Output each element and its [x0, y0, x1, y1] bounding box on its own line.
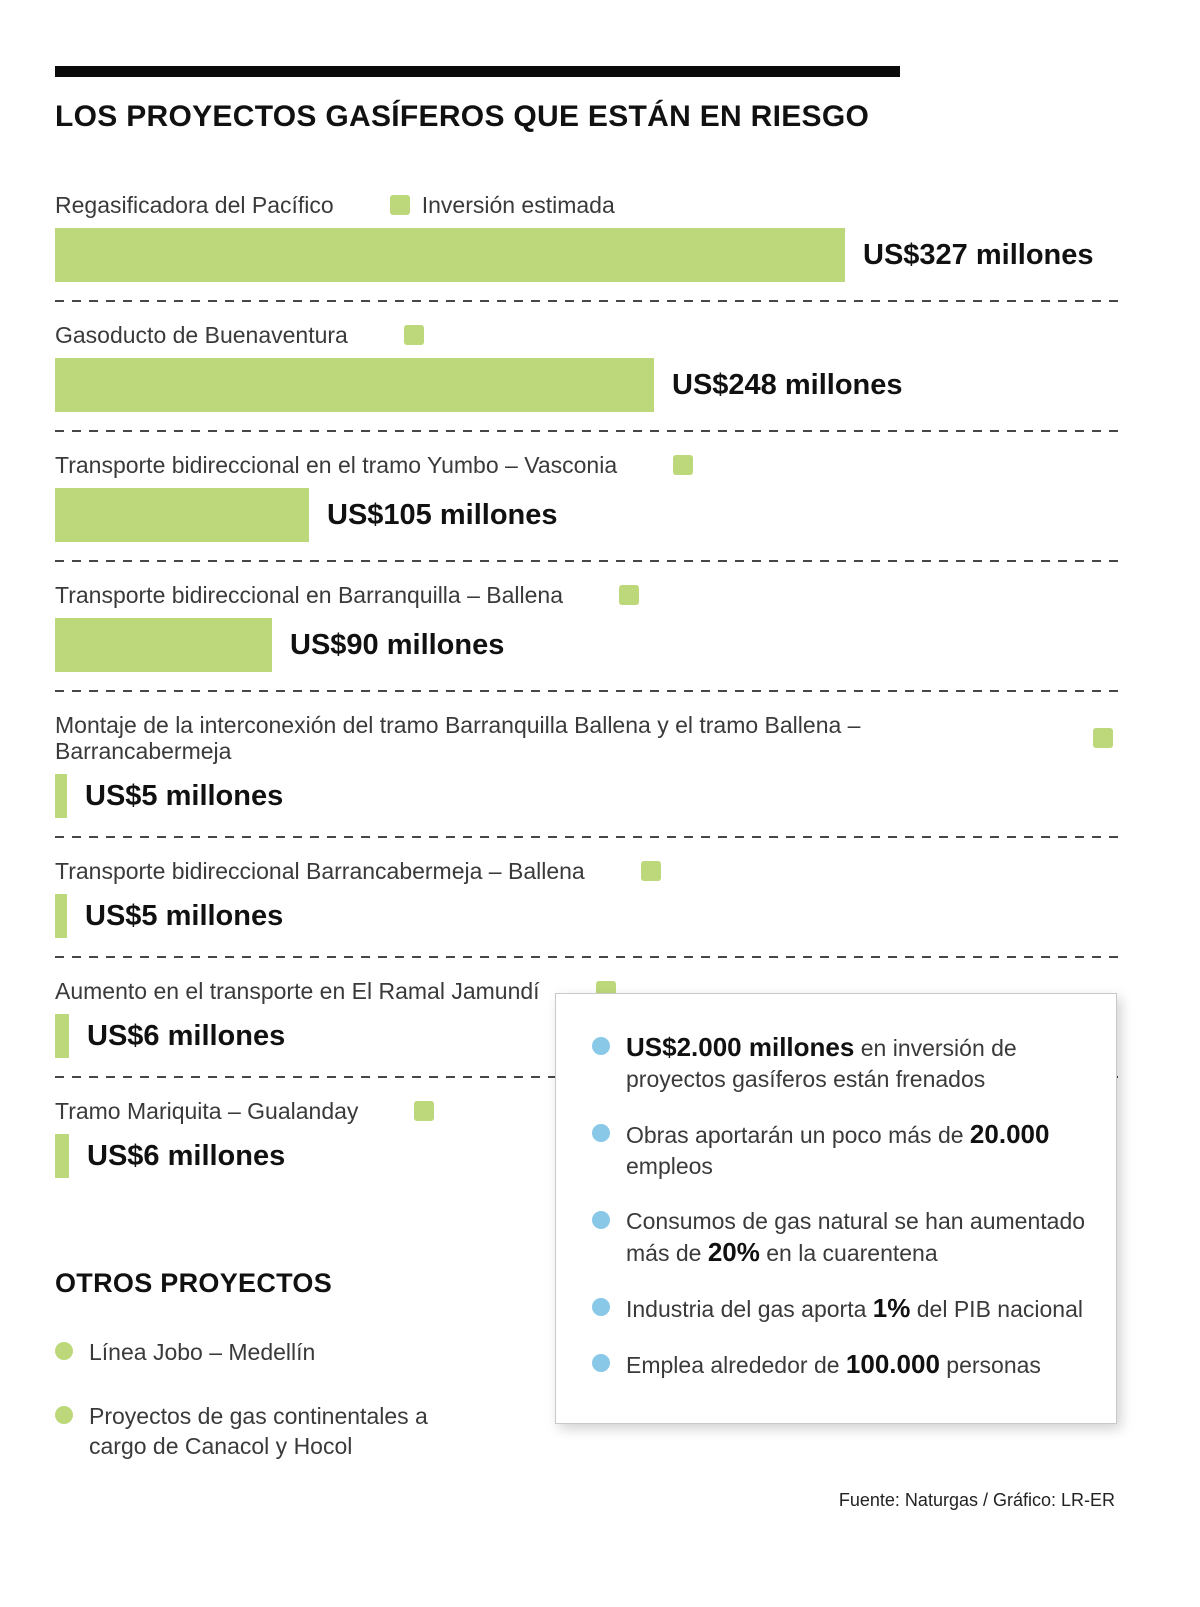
project-row: Transporte bidireccional en el tramo Yum… [55, 452, 1125, 562]
project-row: Transporte bidireccional en Barranquilla… [55, 582, 1125, 692]
project-row: Transporte bidireccional Barrancabermeja… [55, 858, 1125, 958]
project-row: Gasoducto de Buenaventura US$248 millone… [55, 322, 1125, 432]
blue-bullet-icon [592, 1298, 610, 1316]
investment-bar [55, 894, 67, 938]
separator-dashed [55, 560, 1125, 562]
investment-value-label: US$327 millones [863, 238, 1094, 271]
investment-value-label: US$90 millones [290, 628, 505, 661]
callout-item: Industria del gas aporta 1% del PIB naci… [592, 1293, 1088, 1325]
green-bullet-icon [55, 1342, 73, 1360]
bar-line: US$5 millones [55, 894, 1125, 938]
other-projects-heading: OTROS PROYECTOS [55, 1268, 333, 1298]
investment-bar [55, 488, 309, 542]
bar-line: US$105 millones [55, 488, 1125, 542]
project-row: Tramo Mariquita – Gualanday US$6 millone… [55, 1098, 1125, 1178]
legend-swatch-icon [673, 455, 694, 475]
legend [403, 325, 436, 345]
other-project-label: Línea Jobo – Medellín [89, 1339, 316, 1365]
legend-swatch-icon [1093, 728, 1113, 748]
source-credit: Fuente: Naturgas / Gráfico: LR-ER [838, 1490, 1115, 1510]
investment-bar [55, 618, 272, 672]
project-name: Montaje de la interconexión del tramo Ba… [55, 712, 861, 764]
other-project-label: Proyectos de gas continentales a cargo d… [89, 1403, 428, 1459]
separator-dashed [55, 300, 1125, 302]
blue-bullet-icon [592, 1124, 610, 1142]
legend-swatch-icon [403, 325, 424, 345]
project-name: Aumento en el transporte en El Ramal Jam… [55, 978, 540, 1004]
project-name: Regasificadora del Pacífico [55, 192, 334, 218]
bar-line: US$248 millones [55, 358, 1125, 412]
project-name: Transporte bidireccional en el tramo Yum… [55, 452, 618, 478]
project-name: Gasoducto de Buenaventura [55, 322, 348, 348]
callout-text: Industria del gas aporta 1% del PIB naci… [626, 1293, 1083, 1323]
stats-callout-box: US$2.000 millones en inversión de proyec… [555, 993, 1117, 1424]
legend: Inversión estimada [389, 192, 615, 218]
blue-bullet-icon [592, 1037, 610, 1055]
callout-list: US$2.000 millones en inversión de proyec… [592, 1032, 1088, 1381]
bar-line: US$5 millones [55, 774, 1125, 818]
project-name: Transporte bidireccional Barrancabermeja… [55, 858, 585, 884]
investment-value-label: US$5 millones [85, 779, 284, 812]
investment-bar [55, 774, 67, 818]
investment-value-label: US$5 millones [85, 899, 284, 932]
separator-dashed [55, 430, 1125, 432]
callout-item: Consumos de gas natural se han aumentado… [592, 1206, 1088, 1269]
other-project-item: Línea Jobo – Medellín [55, 1337, 485, 1367]
bar-line: US$90 millones [55, 618, 1125, 672]
callout-text: Emplea alrededor de 100.000 personas [626, 1349, 1041, 1379]
projects-list: Regasificadora del Pacífico Inversión es… [55, 192, 1125, 1178]
legend-swatch-icon [640, 861, 661, 881]
callout-item: Obras aportarán un poco más de 20.000 em… [592, 1119, 1088, 1182]
separator-dashed [55, 690, 1125, 692]
blue-bullet-icon [592, 1354, 610, 1372]
legend-swatch-icon [414, 1101, 435, 1121]
top-rule [55, 66, 900, 77]
project-name: Tramo Mariquita – Gualanday [55, 1098, 359, 1124]
investment-value-label: US$248 millones [672, 368, 903, 401]
bar-line: US$6 millones [55, 1014, 1125, 1058]
legend [640, 861, 673, 881]
project-row: Regasificadora del Pacífico Inversión es… [55, 192, 1125, 302]
project-name: Transporte bidireccional en Barranquilla… [55, 582, 563, 608]
legend [414, 1101, 446, 1121]
callout-item: US$2.000 millones en inversión de proyec… [592, 1032, 1088, 1095]
investment-bar [55, 228, 845, 282]
legend-swatch-icon [619, 585, 639, 605]
other-project-item: Proyectos de gas continentales a cargo d… [55, 1401, 485, 1461]
investment-bar [55, 1134, 69, 1178]
separator-dashed [55, 956, 1125, 958]
project-row: Montaje de la interconexión del tramo Ba… [55, 712, 1125, 838]
bar-line: US$327 millones [55, 228, 1125, 282]
callout-text: Consumos de gas natural se han aumentado… [626, 1208, 1086, 1267]
other-projects-section: OTROS PROYECTOS Línea Jobo – Medellín Pr… [55, 1268, 485, 1495]
investment-value-label: US$6 millones [87, 1019, 286, 1052]
bar-line: US$6 millones [55, 1134, 1125, 1178]
other-projects-list: Línea Jobo – Medellín Proyectos de gas c… [55, 1337, 485, 1461]
callout-text: US$2.000 millones en inversión de proyec… [626, 1032, 1017, 1092]
page-title: LOS PROYECTOS GASÍFEROS QUE ESTÁN EN RIE… [55, 100, 870, 133]
investment-bar [55, 358, 654, 412]
separator-dashed [55, 836, 1125, 838]
legend [673, 455, 705, 475]
legend-label: Inversión estimada [421, 192, 615, 218]
green-bullet-icon [55, 1406, 73, 1424]
investment-value-label: US$105 millones [327, 498, 558, 531]
legend [1093, 728, 1125, 748]
callout-text: Obras aportarán un poco más de 20.000 em… [626, 1119, 1050, 1179]
legend-swatch-icon [389, 195, 410, 215]
legend [619, 585, 651, 605]
callout-item: Emplea alrededor de 100.000 personas [592, 1349, 1088, 1381]
investment-value-label: US$6 millones [87, 1139, 286, 1172]
blue-bullet-icon [592, 1211, 610, 1229]
investment-bar [55, 1014, 69, 1058]
